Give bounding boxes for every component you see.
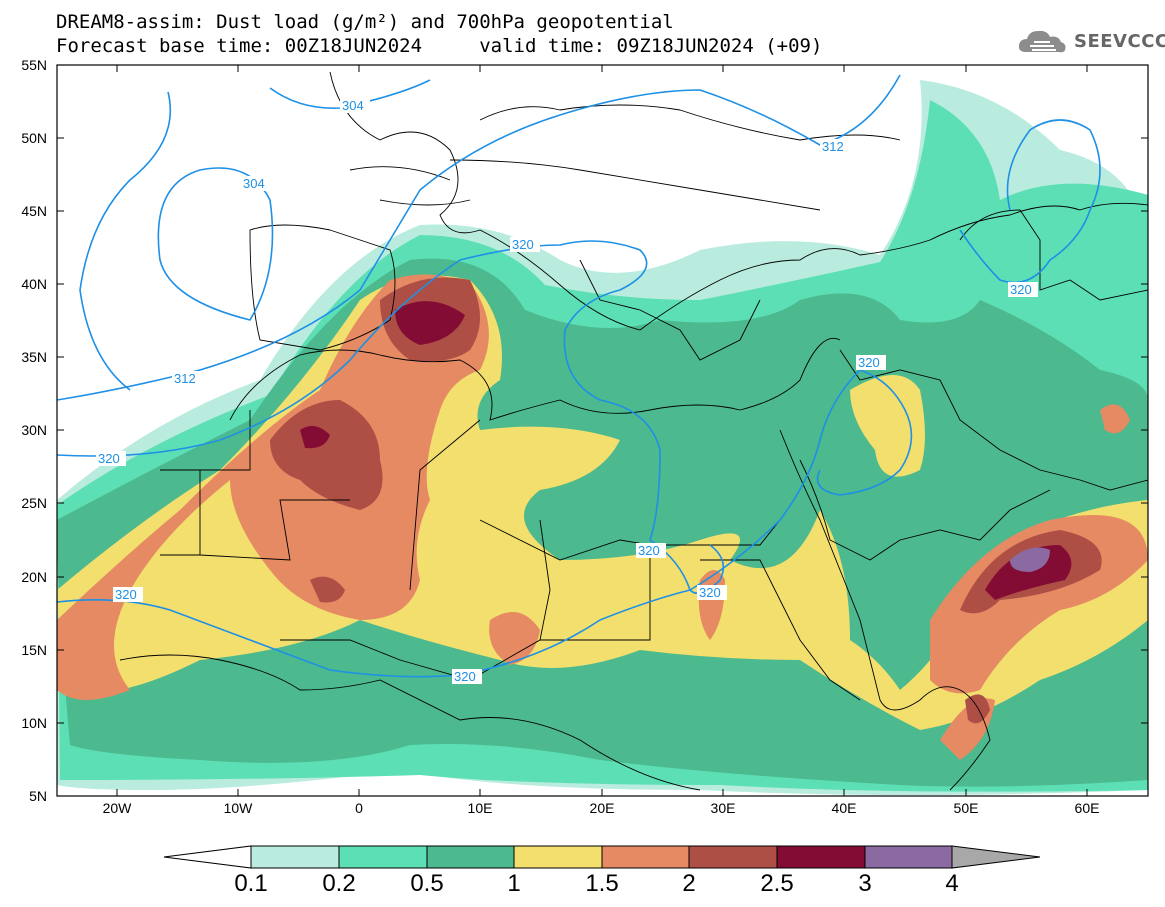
contour-label: 320	[510, 237, 540, 252]
lon-tick-label: 40E	[832, 800, 857, 816]
contour-label: 320	[452, 669, 482, 684]
lat-tick-label: 50N	[21, 130, 47, 146]
lon-tick-label: 20E	[590, 800, 615, 816]
colorbar-high-triangle	[951, 845, 1041, 869]
colorbar	[163, 845, 1041, 869]
svg-text:320: 320	[1010, 282, 1032, 297]
colorbar-label: 4	[945, 870, 959, 897]
colorbar-segment	[601, 845, 690, 869]
contour-label: 320	[697, 585, 727, 600]
lon-tick-label: 10W	[224, 800, 254, 816]
lon-tick-label: 20W	[103, 800, 133, 816]
contour-label: 312	[172, 371, 202, 386]
colorbar-label: 2	[682, 870, 696, 897]
contour-label: 304	[240, 176, 270, 191]
lon-tick-label: 0	[355, 800, 363, 816]
contour-label: 304	[340, 98, 370, 113]
svg-text:312: 312	[822, 139, 844, 154]
forecast-time-line: Forecast base time: 00Z18JUN2024 valid t…	[56, 35, 823, 57]
lon-tick-labels: 20W 10W 0 10E 20E 30E 40E 50E 60E	[103, 800, 1100, 816]
dust-shading	[57, 80, 1148, 795]
lat-tick-label: 5N	[29, 788, 47, 804]
colorbar-label: 1.5	[585, 870, 619, 897]
cloud-icon	[1018, 30, 1066, 53]
map-title: DREAM8-assim: Dust load (g/m²) and 700hP…	[56, 11, 674, 33]
lon-tick-label: 50E	[954, 800, 979, 816]
colorbar-segment	[776, 845, 866, 869]
colorbar-label: 0.1	[234, 870, 268, 897]
svg-text:320: 320	[98, 451, 120, 466]
lat-tick-label: 25N	[21, 495, 47, 511]
contour-label: 320	[856, 355, 886, 370]
svg-text:304: 304	[243, 176, 265, 191]
lon-axis	[116, 65, 1088, 796]
colorbar-label: 0.2	[322, 870, 356, 897]
lat-tick-label: 20N	[21, 569, 47, 585]
colorbar-label: 2.5	[760, 870, 794, 897]
svg-text:320: 320	[699, 585, 721, 600]
lat-tick-label: 10N	[21, 715, 47, 731]
colorbar-low-triangle	[163, 845, 252, 869]
svg-text:320: 320	[454, 669, 476, 684]
geopotential-contours	[57, 74, 1101, 678]
colorbar-segment	[688, 845, 778, 869]
colorbar-segment	[338, 845, 428, 869]
lat-tick-label: 15N	[21, 642, 47, 658]
colorbar-label: 1	[507, 870, 521, 897]
colorbar-label: 3	[858, 870, 872, 897]
contour-label: 312	[820, 139, 850, 154]
svg-text:320: 320	[115, 587, 137, 602]
seevccc-logo: SEEVCCC	[1016, 26, 1165, 56]
colorbar-segment	[250, 845, 340, 869]
logo-text: SEEVCCC	[1074, 30, 1165, 52]
contour-labels: 304 304 312 312 320 320 320 320 320 320 …	[96, 98, 1038, 684]
lat-tick-label: 30N	[21, 422, 47, 438]
colorbar-label: 0.5	[410, 870, 444, 897]
lat-tick-label: 35N	[21, 349, 47, 365]
svg-text:312: 312	[174, 371, 196, 386]
country-boundaries	[119, 71, 1148, 791]
svg-text:304: 304	[342, 98, 364, 113]
contour-label: 320	[113, 587, 143, 602]
lat-tick-label: 45N	[21, 203, 47, 219]
lat-tick-labels: 55N 50N 45N 40N 35N 30N 25N 20N 15N 10N …	[21, 57, 47, 804]
svg-text:320: 320	[858, 355, 880, 370]
lat-tick-label: 40N	[21, 276, 47, 292]
colorbar-segment	[426, 845, 515, 869]
svg-text:320: 320	[512, 237, 534, 252]
colorbar-segment	[513, 845, 603, 869]
contour-label: 320	[636, 543, 666, 558]
svg-text:320: 320	[638, 543, 660, 558]
lon-tick-label: 60E	[1075, 800, 1100, 816]
contour-label: 320	[96, 451, 126, 466]
contour-label: 320	[1008, 282, 1038, 297]
lat-tick-label: 55N	[21, 57, 47, 73]
lon-tick-label: 30E	[711, 800, 736, 816]
colorbar-segment	[864, 845, 953, 869]
lon-tick-label: 10E	[468, 800, 493, 816]
lat-axis	[57, 64, 1148, 724]
